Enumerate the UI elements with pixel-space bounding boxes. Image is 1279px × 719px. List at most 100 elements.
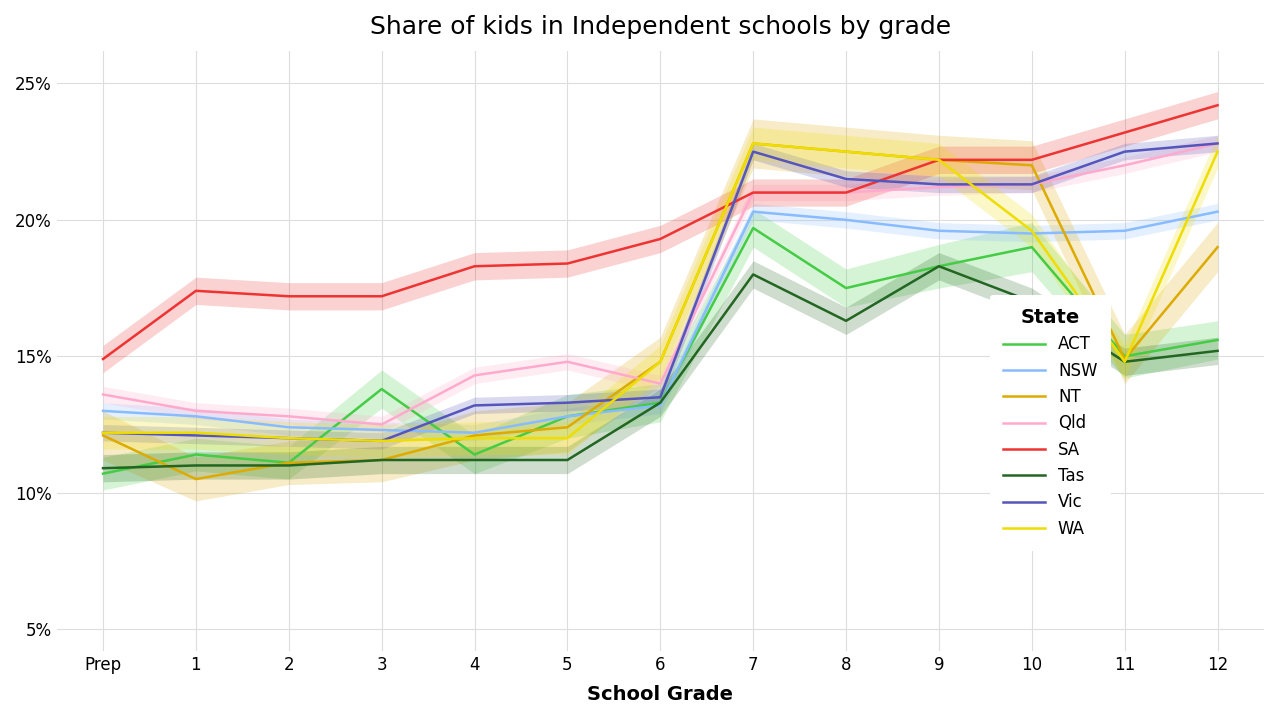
Qld (931, 183, 946, 191)
WA (1117, 357, 1132, 366)
SA (467, 262, 482, 270)
ACT (188, 450, 203, 459)
Vic (281, 434, 297, 442)
ACT (1024, 243, 1040, 252)
Qld (188, 406, 203, 415)
Tas (467, 456, 482, 464)
SA (746, 188, 761, 197)
NSW (560, 412, 576, 421)
SA (281, 292, 297, 301)
WA (188, 429, 203, 437)
NT (1210, 243, 1225, 252)
Qld (1210, 139, 1225, 148)
Vic (373, 436, 389, 445)
Qld (373, 420, 389, 429)
ACT (652, 398, 668, 407)
ACT (838, 284, 853, 293)
NT (746, 139, 761, 148)
Tas (1117, 357, 1132, 366)
ACT (931, 262, 946, 270)
Line: NT: NT (104, 144, 1218, 479)
ACT (1117, 352, 1132, 361)
NSW (652, 401, 668, 410)
Tas (281, 461, 297, 470)
Line: ACT: ACT (104, 228, 1218, 474)
NT (373, 456, 389, 464)
Tas (1024, 298, 1040, 306)
Title: Share of kids in Independent schools by grade: Share of kids in Independent schools by … (370, 15, 950, 39)
SA (1210, 101, 1225, 109)
NSW (1024, 229, 1040, 238)
Line: WA: WA (104, 144, 1218, 441)
WA (746, 139, 761, 148)
ACT (560, 412, 576, 421)
WA (373, 436, 389, 445)
SA (560, 260, 576, 268)
NT (931, 155, 946, 164)
Vic (931, 180, 946, 188)
Vic (188, 431, 203, 440)
NSW (838, 216, 853, 224)
Qld (1024, 180, 1040, 188)
Qld (560, 357, 576, 366)
Tas (1210, 347, 1225, 355)
NT (1117, 354, 1132, 363)
ACT (373, 385, 389, 393)
Qld (1117, 161, 1132, 170)
Qld (281, 412, 297, 421)
NT (838, 147, 853, 156)
NSW (373, 426, 389, 434)
SA (652, 234, 668, 243)
NSW (96, 406, 111, 415)
Tas (373, 456, 389, 464)
Qld (838, 188, 853, 197)
NT (1024, 161, 1040, 170)
ACT (281, 459, 297, 467)
Line: SA: SA (104, 105, 1218, 359)
Qld (467, 371, 482, 380)
WA (931, 155, 946, 164)
WA (281, 434, 297, 442)
WA (467, 434, 482, 442)
NSW (746, 207, 761, 216)
SA (188, 286, 203, 295)
Tas (652, 398, 668, 407)
NSW (467, 429, 482, 437)
NSW (281, 423, 297, 431)
SA (838, 188, 853, 197)
Vic (1117, 147, 1132, 156)
Line: Tas: Tas (104, 266, 1218, 468)
NT (652, 357, 668, 366)
ACT (96, 470, 111, 478)
Tas (838, 316, 853, 325)
Vic (652, 393, 668, 401)
Vic (1024, 180, 1040, 188)
SA (1117, 128, 1132, 137)
SA (96, 354, 111, 363)
NSW (931, 226, 946, 235)
NT (281, 459, 297, 467)
Vic (96, 429, 111, 437)
Legend: ACT, NSW, NT, Qld, SA, Tas, Vic, WA: ACT, NSW, NT, Qld, SA, Tas, Vic, WA (990, 295, 1110, 551)
Tas (560, 456, 576, 464)
WA (652, 357, 668, 366)
NSW (188, 412, 203, 421)
NSW (1117, 226, 1132, 235)
ACT (746, 224, 761, 232)
WA (838, 147, 853, 156)
Qld (746, 188, 761, 197)
Vic (560, 398, 576, 407)
Vic (746, 147, 761, 156)
NT (188, 475, 203, 483)
SA (1024, 155, 1040, 164)
X-axis label: School Grade: School Grade (587, 685, 733, 704)
Qld (96, 390, 111, 399)
SA (373, 292, 389, 301)
NT (560, 423, 576, 431)
Line: NSW: NSW (104, 211, 1218, 433)
NT (467, 431, 482, 440)
Qld (652, 380, 668, 388)
WA (1210, 147, 1225, 156)
Line: Vic: Vic (104, 144, 1218, 441)
WA (560, 434, 576, 442)
